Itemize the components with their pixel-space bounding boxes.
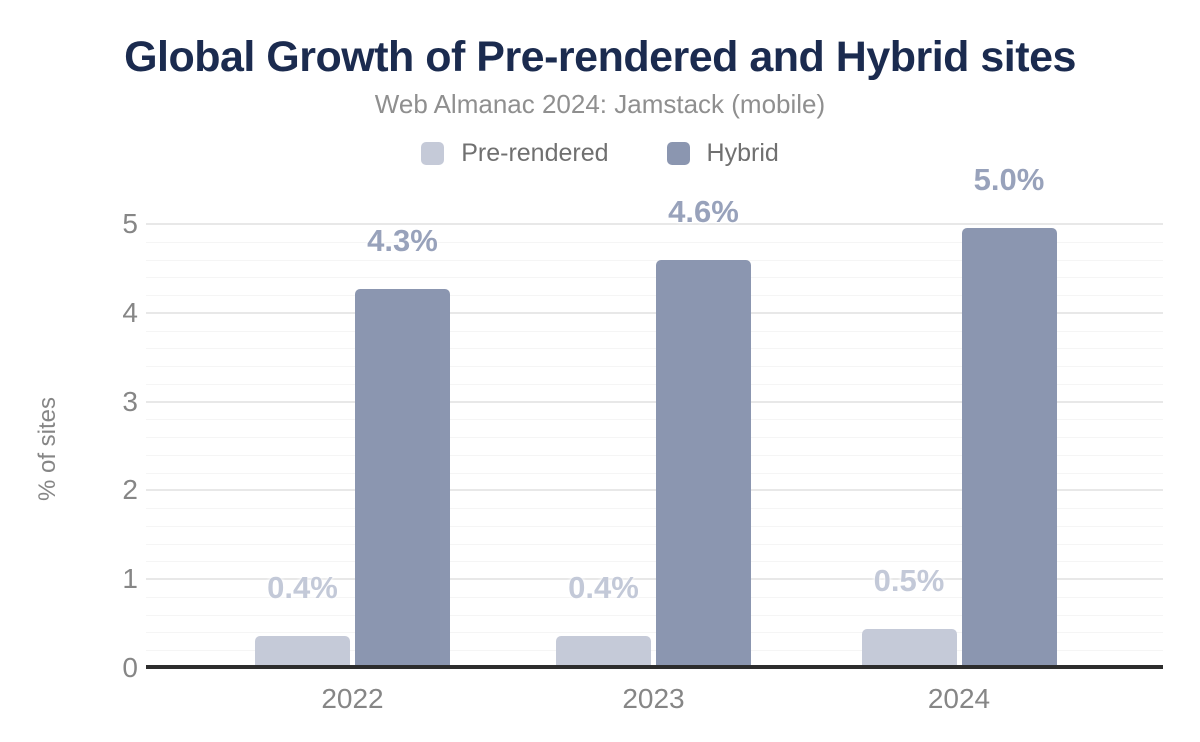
y-tick-label: 0 xyxy=(122,652,138,683)
y-tick-label: 2 xyxy=(122,474,138,506)
y-axis-tick-labels: 0 1 2 3 4 5 xyxy=(0,208,138,683)
minor-gridline xyxy=(146,295,1163,297)
minor-gridline xyxy=(146,614,1163,616)
bar-value-label: 0.4% xyxy=(267,570,338,606)
legend-swatch-hybrid-icon xyxy=(666,142,690,165)
plot-area: 0.4% 0.4% 0.5% 4.3% 4.6% 5.0% 0 1 2 3 4 5 2022 2023… xyxy=(122,164,1163,713)
bar-hybrid-2024 xyxy=(961,228,1057,668)
bar-value-label: 0.4% xyxy=(568,570,639,606)
legend-item-hybrid: Hybrid xyxy=(666,139,779,167)
x-tick-label: 2022 xyxy=(321,683,384,714)
minor-gridline xyxy=(146,330,1163,332)
minor-gridline xyxy=(146,596,1163,598)
minor-gridline xyxy=(146,259,1163,261)
chart-subtitle: Web Almanac 2024: Jamstack (mobile) xyxy=(374,89,826,119)
minor-gridline xyxy=(146,383,1163,385)
minor-gridline xyxy=(146,437,1163,439)
minor-gridline xyxy=(146,348,1163,350)
minor-gridline xyxy=(146,277,1163,279)
legend-swatch-pre-rendered-icon xyxy=(421,142,445,165)
legend: Pre-rendered Hybrid xyxy=(0,141,1200,166)
bar-value-label: 4.6% xyxy=(668,194,739,230)
minor-gridline xyxy=(146,419,1163,421)
y-tick-label: 1 xyxy=(122,563,138,595)
bar-pre-rendered-2023 xyxy=(556,636,651,668)
major-gridline xyxy=(146,223,1163,225)
bar-pre-rendered-2024 xyxy=(861,628,957,668)
major-gridline xyxy=(146,578,1163,581)
minor-gridline xyxy=(146,366,1163,368)
minor-gridline xyxy=(146,525,1163,527)
x-tick-label: 2024 xyxy=(927,683,991,714)
minor-gridline xyxy=(146,454,1163,456)
bar-value-label: 4.3% xyxy=(367,222,438,258)
minor-gridline xyxy=(146,472,1163,474)
x-axis-tick-labels: 2022 2023 2024 xyxy=(146,668,1163,713)
bar-hybrid-2022 xyxy=(355,288,450,668)
major-gridline xyxy=(146,400,1163,403)
bar-hybrid-2023 xyxy=(656,260,751,668)
major-gridline xyxy=(146,489,1163,492)
minor-gridline xyxy=(146,508,1163,510)
bar-pre-rendered-2022 xyxy=(255,636,350,668)
x-axis-line xyxy=(146,665,1163,669)
y-tick-label: 5 xyxy=(122,208,138,239)
x-tick-label: 2023 xyxy=(622,683,685,714)
bar-value-label: 5.0% xyxy=(973,162,1045,198)
minor-gridline xyxy=(146,543,1163,545)
major-gridline xyxy=(146,311,1163,314)
bar-value-label: 0.5% xyxy=(873,562,945,598)
minor-gridline xyxy=(146,632,1163,634)
minor-gridline xyxy=(146,650,1163,652)
legend-label-hybrid: Hybrid xyxy=(706,139,779,167)
y-tick-label: 3 xyxy=(122,385,138,417)
legend-label-pre-rendered: Pre-rendered xyxy=(461,139,609,167)
y-tick-label: 4 xyxy=(122,296,138,328)
minor-gridline xyxy=(146,241,1163,243)
chart-title: Global Growth of Pre-rendered and Hybrid… xyxy=(124,33,1076,81)
minor-gridline xyxy=(146,561,1163,563)
legend-item-pre-rendered: Pre-rendered xyxy=(421,139,609,167)
